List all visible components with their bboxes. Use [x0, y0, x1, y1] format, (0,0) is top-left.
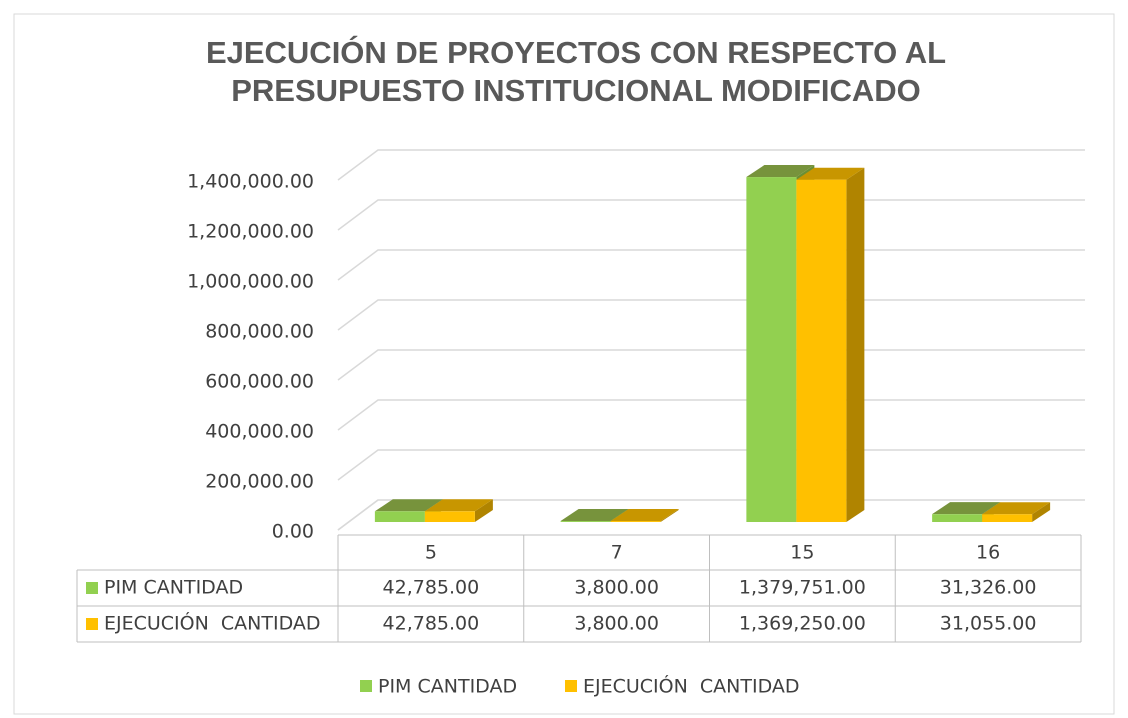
bar-front: [796, 179, 847, 522]
table-value: 31,326.00: [940, 577, 1037, 599]
table-value: 1,379,751.00: [739, 577, 866, 599]
bar-top: [610, 509, 679, 522]
legend-label: EJECUCIÓN CANTIDAD: [583, 674, 800, 698]
table-value: 31,055.00: [940, 613, 1037, 635]
bar: [424, 499, 493, 522]
table-row-label: PIM CANTIDAD: [104, 577, 243, 599]
bar-top: [932, 502, 1001, 515]
bar-side: [474, 499, 493, 522]
table-legend-key: [86, 582, 98, 594]
table-value: 42,785.00: [383, 613, 480, 635]
bar-side: [660, 509, 679, 522]
bar-top: [374, 499, 443, 512]
legend-label: PIM CANTIDAD: [378, 676, 517, 698]
bar-top: [796, 167, 865, 180]
x-tick-label: 15: [790, 542, 814, 564]
table-row-label: EJECUCIÓN CANTIDAD: [104, 611, 321, 635]
y-tick-label: 1,400,000.00: [187, 171, 314, 193]
table-value: 1,369,250.00: [739, 613, 866, 635]
table-value: 42,785.00: [383, 577, 480, 599]
bar-front: [982, 514, 1033, 522]
y-tick-label: 600,000.00: [205, 371, 314, 393]
bar-front: [424, 511, 475, 522]
x-tick-label: 5: [425, 542, 437, 564]
legend-key: [360, 680, 372, 692]
y-tick-label: 1,200,000.00: [187, 221, 314, 243]
chart-frame: [13, 13, 1115, 715]
x-tick-label: 7: [611, 542, 623, 564]
bar-front: [374, 511, 425, 522]
y-tick-label: 200,000.00: [205, 471, 314, 493]
y-tick-label: 0.00: [272, 521, 314, 543]
bar-top: [560, 509, 629, 522]
bar: [982, 502, 1051, 522]
bar-top: [982, 502, 1051, 515]
y-tick-label: 400,000.00: [205, 421, 314, 443]
table-value: 3,800.00: [574, 577, 659, 599]
axis-line: [337, 499, 379, 531]
bar: [796, 167, 865, 522]
table-value: 3,800.00: [574, 613, 659, 635]
bar-side: [846, 167, 865, 522]
legend-key: [565, 680, 577, 692]
bar-side: [1032, 502, 1051, 522]
x-tick-label: 16: [976, 542, 1000, 564]
y-tick-label: 800,000.00: [205, 321, 314, 343]
bar-front: [746, 177, 797, 522]
bar-top: [746, 165, 815, 178]
bar-front: [610, 521, 661, 522]
chart-title: EJECUCIÓN DE PROYECTOS CON RESPECTO AL PR…: [206, 34, 946, 108]
grid-line: [337, 149, 1085, 181]
bar-front: [932, 514, 983, 522]
bar-top: [424, 499, 493, 512]
table-legend-key: [86, 618, 98, 630]
bar-front: [560, 521, 611, 522]
y-tick-label: 1,000,000.00: [187, 271, 314, 293]
bar: [610, 509, 679, 522]
